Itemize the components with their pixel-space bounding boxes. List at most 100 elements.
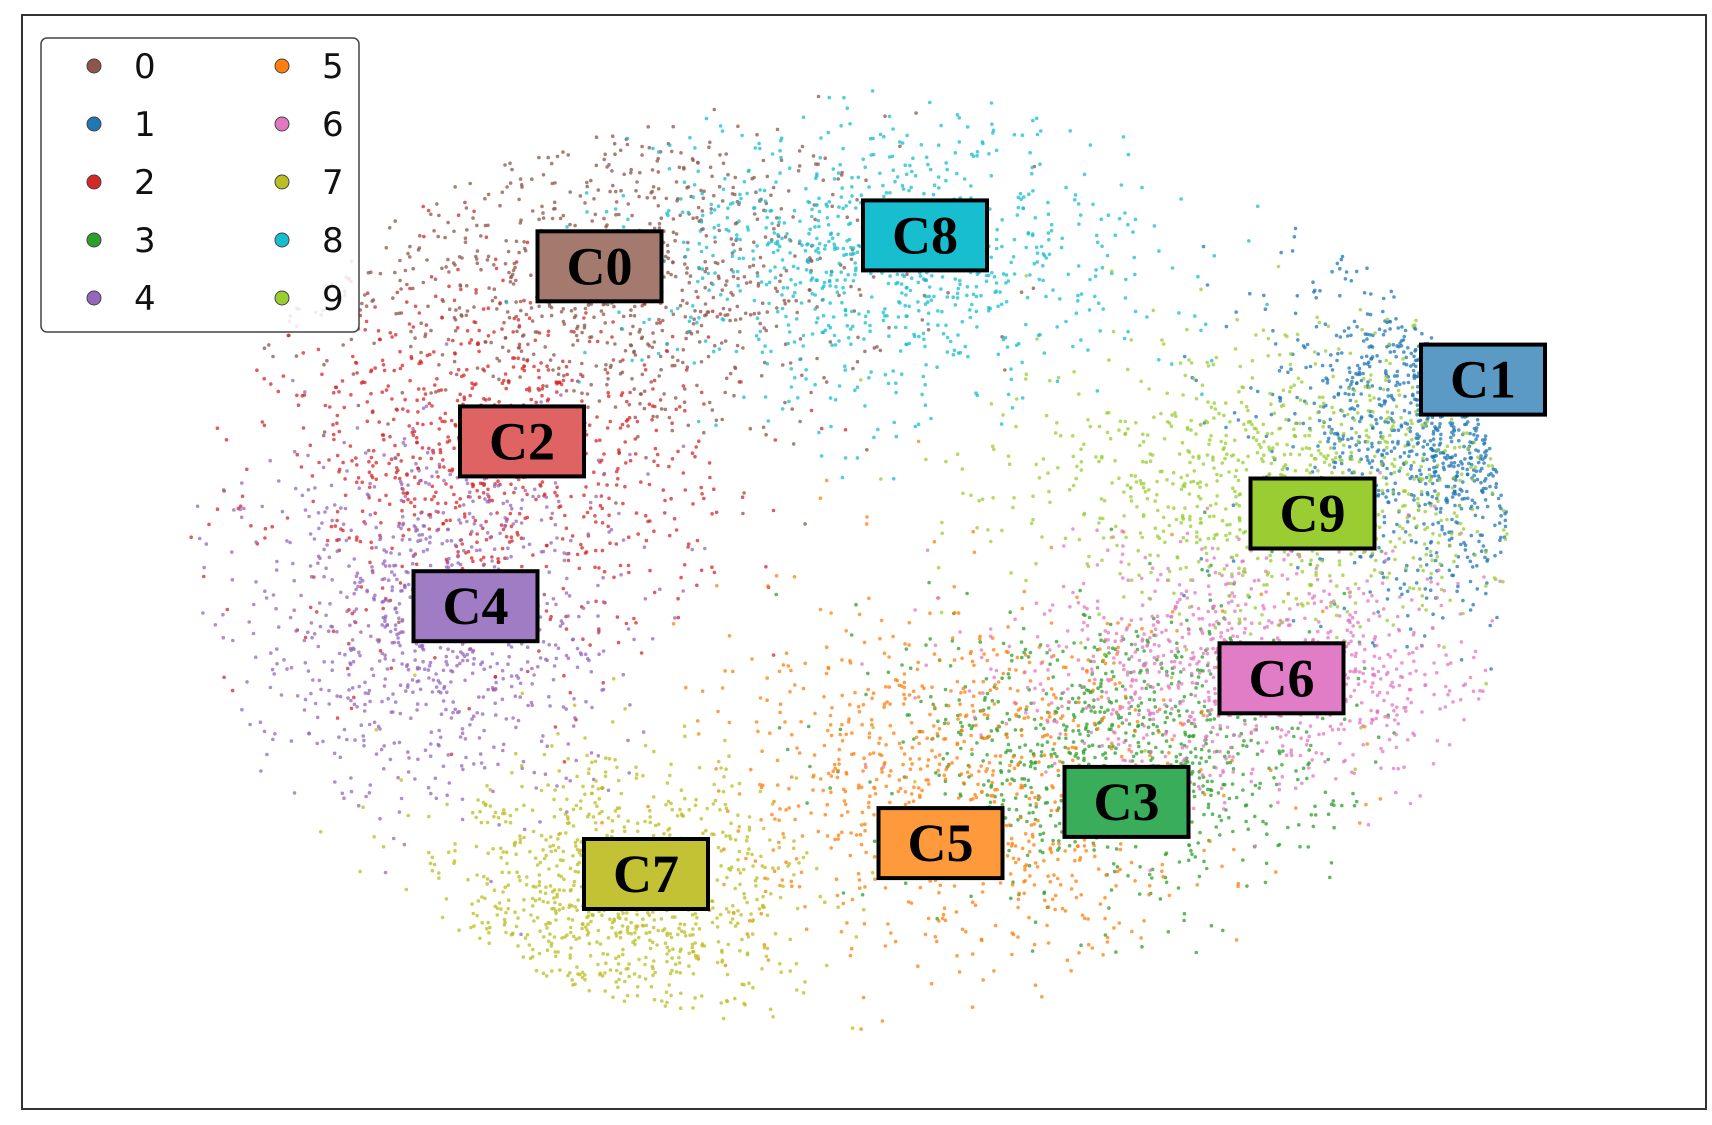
data-point bbox=[1352, 803, 1357, 808]
data-point bbox=[367, 722, 372, 727]
data-point bbox=[555, 154, 560, 159]
data-point bbox=[302, 393, 307, 397]
data-point bbox=[1103, 933, 1108, 937]
data-point bbox=[787, 299, 791, 303]
data-point bbox=[482, 728, 486, 733]
data-point bbox=[440, 315, 444, 320]
data-point bbox=[777, 726, 782, 730]
data-point bbox=[471, 559, 475, 564]
data-point bbox=[317, 601, 322, 605]
data-point bbox=[1205, 718, 1209, 722]
data-point bbox=[560, 537, 565, 541]
data-point bbox=[269, 651, 273, 655]
data-point bbox=[371, 298, 376, 302]
data-point bbox=[585, 510, 590, 515]
data-point bbox=[453, 329, 458, 333]
data-point bbox=[624, 461, 628, 465]
data-point bbox=[639, 480, 643, 484]
data-point bbox=[450, 563, 454, 567]
data-point bbox=[1405, 563, 1409, 568]
data-point bbox=[403, 443, 408, 448]
data-point bbox=[575, 665, 580, 670]
data-point bbox=[569, 329, 574, 334]
data-point bbox=[652, 195, 657, 200]
data-point bbox=[1350, 379, 1354, 384]
data-point bbox=[414, 562, 419, 567]
data-point bbox=[1340, 451, 1345, 455]
data-point bbox=[1352, 407, 1357, 412]
data-point bbox=[213, 623, 218, 627]
data-point bbox=[392, 741, 397, 745]
data-point bbox=[577, 566, 582, 571]
data-point bbox=[1016, 818, 1020, 822]
data-point bbox=[606, 390, 610, 395]
data-point bbox=[1244, 803, 1249, 807]
data-point bbox=[460, 542, 465, 546]
data-point bbox=[1040, 838, 1044, 842]
data-point bbox=[918, 767, 923, 771]
data-point bbox=[507, 270, 511, 275]
data-point bbox=[399, 287, 403, 291]
data-point bbox=[437, 363, 441, 367]
data-point bbox=[1407, 454, 1411, 459]
data-point bbox=[629, 308, 633, 312]
data-point bbox=[541, 734, 545, 738]
data-point bbox=[445, 539, 449, 543]
data-point bbox=[1241, 788, 1245, 792]
data-point bbox=[1202, 859, 1206, 864]
data-point bbox=[1385, 488, 1390, 493]
data-point bbox=[312, 632, 317, 636]
data-point bbox=[412, 429, 417, 434]
data-point bbox=[497, 359, 502, 363]
data-point bbox=[475, 342, 480, 346]
data-point bbox=[588, 506, 593, 510]
data-point bbox=[1296, 726, 1300, 731]
data-point bbox=[754, 190, 758, 194]
data-point bbox=[1376, 610, 1380, 614]
data-point bbox=[429, 791, 433, 796]
data-point bbox=[741, 346, 745, 350]
data-point bbox=[1182, 694, 1187, 699]
data-point bbox=[1190, 769, 1195, 774]
data-point bbox=[756, 281, 761, 286]
data-point bbox=[409, 548, 413, 552]
data-point bbox=[427, 446, 431, 451]
data-point bbox=[1190, 852, 1194, 857]
data-point bbox=[710, 174, 714, 179]
data-point bbox=[851, 366, 855, 371]
data-point bbox=[892, 731, 896, 735]
data-point bbox=[669, 496, 673, 501]
data-point bbox=[364, 304, 369, 309]
data-point bbox=[221, 488, 226, 492]
data-point bbox=[1214, 825, 1218, 829]
data-point bbox=[528, 301, 533, 305]
data-point bbox=[1025, 853, 1030, 858]
data-point bbox=[559, 310, 564, 314]
data-point bbox=[285, 539, 289, 543]
data-point bbox=[1375, 421, 1379, 426]
data-point bbox=[823, 156, 827, 160]
data-point bbox=[726, 172, 730, 177]
data-point bbox=[541, 549, 546, 554]
data-point bbox=[479, 761, 484, 765]
data-point bbox=[522, 364, 526, 368]
data-point bbox=[942, 773, 946, 777]
data-point bbox=[493, 295, 498, 300]
data-point bbox=[1326, 757, 1330, 762]
data-point bbox=[1150, 876, 1154, 880]
data-point bbox=[352, 619, 357, 624]
data-point bbox=[508, 161, 512, 166]
data-point bbox=[354, 607, 359, 611]
data-point bbox=[555, 493, 559, 498]
data-point bbox=[707, 145, 711, 149]
data-point bbox=[465, 309, 470, 313]
data-point bbox=[626, 627, 631, 631]
data-point bbox=[495, 356, 499, 361]
data-point bbox=[842, 799, 847, 803]
data-point bbox=[554, 656, 559, 661]
data-point bbox=[1151, 731, 1155, 736]
data-point bbox=[1318, 289, 1322, 293]
data-point bbox=[1224, 425, 1228, 430]
data-point bbox=[349, 789, 354, 794]
data-point bbox=[454, 372, 459, 377]
